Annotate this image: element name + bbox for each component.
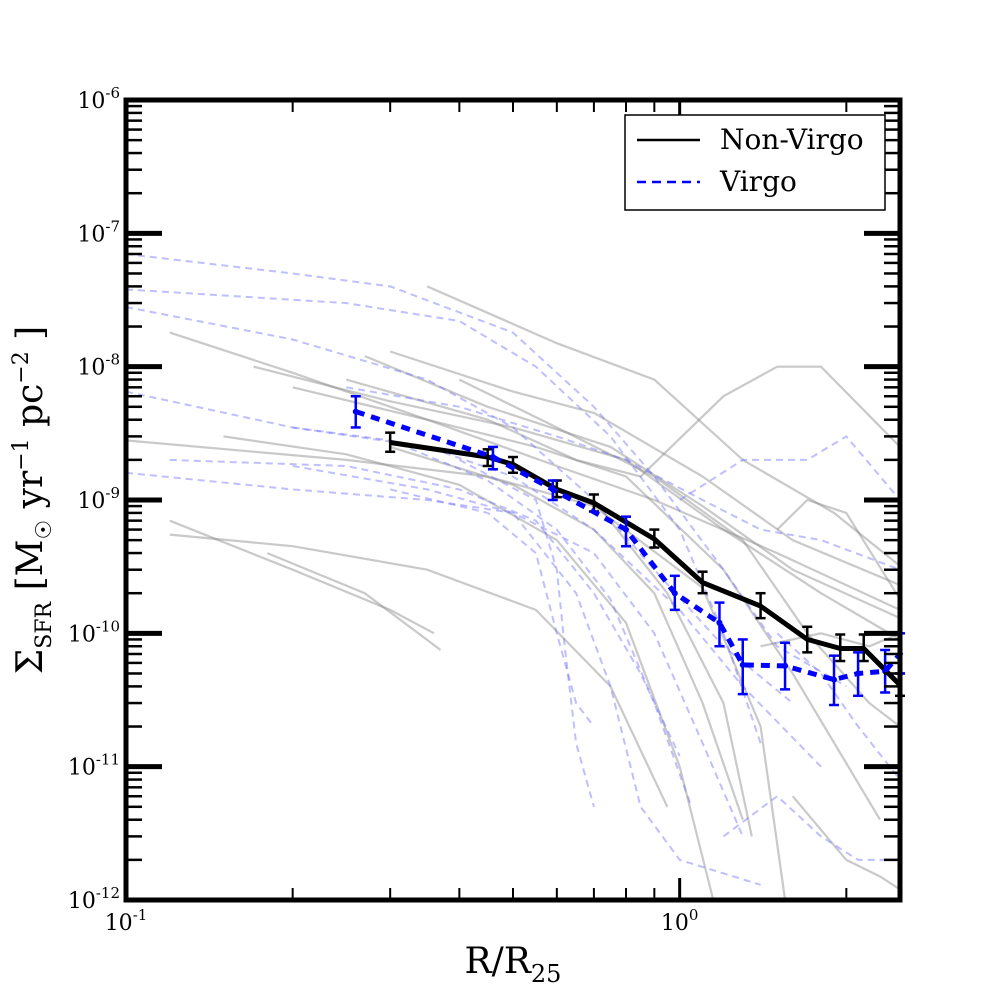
data-point-virgo [489, 454, 496, 461]
data-point-virgo [549, 486, 556, 493]
y-tick-label-base: 10 [77, 489, 105, 514]
legend-label-virgo: Virgo [719, 165, 797, 198]
background-profile-blue [722, 794, 900, 861]
background-profile-gray [389, 445, 744, 821]
background-profile-blue [125, 471, 744, 837]
background-profile-gray [266, 552, 442, 651]
y-tick-label-base: 10 [68, 622, 96, 647]
background-profile-blue [125, 306, 794, 704]
background-profile-gray [125, 439, 787, 901]
x-tick-label-base: 10 [661, 911, 689, 936]
background-profile-blue [292, 465, 761, 886]
data-point-virgo [623, 526, 630, 533]
y-tick-label-exp: -8 [105, 351, 120, 369]
background-profile-gray [169, 331, 901, 611]
y-axis-pc-exp: −2 [9, 351, 34, 383]
background-profile-gray [426, 285, 901, 567]
x-tick-label-base: 10 [105, 911, 133, 936]
y-tick-label: 10-7 [77, 217, 120, 247]
data-point-virgo [855, 670, 862, 677]
background-profile-blue [346, 386, 901, 571]
background-profile-blue [125, 253, 847, 688]
background-profile-gray [223, 435, 715, 901]
series-line-virgo [355, 409, 902, 683]
background-profile-gray [169, 533, 669, 808]
y-axis-sigma-sub: SFR [32, 600, 57, 648]
y-axis-sun: ☉ [32, 520, 57, 540]
data-point-virgo [671, 590, 678, 597]
x-tick-label-exp: -1 [133, 906, 148, 924]
y-tick-label: 10-12 [68, 884, 120, 914]
background-profile-gray [253, 365, 901, 641]
legend: Non-Virgo Virgo [624, 114, 886, 211]
background-profile-gray [458, 378, 901, 728]
x-axis-title-main: R/R [465, 941, 532, 982]
y-axis-open: [M [10, 540, 51, 602]
background-profile-gray [389, 350, 901, 587]
background-profile-blue [125, 288, 762, 744]
plot-frame [123, 97, 903, 903]
background-profile-gray [169, 519, 435, 635]
x-axis-title-sub: 25 [531, 960, 562, 988]
x-tick-label-exp: 0 [689, 906, 699, 924]
y-tick-label-base: 10 [68, 889, 96, 914]
background-profile-gray [364, 355, 901, 620]
x-axis-title: R/R25 [465, 941, 562, 988]
background-profile-blue [292, 426, 693, 808]
y-axis-pc: pc [10, 384, 51, 439]
y-axis-yr: yr [10, 470, 51, 520]
y-tick-label-exp: -6 [105, 84, 120, 102]
background-profile-gray [345, 365, 901, 478]
data-point-virgo [831, 676, 838, 683]
background-profile-gray [776, 498, 901, 600]
background-profile-blue [776, 632, 901, 781]
y-tick-label: 10-8 [77, 351, 120, 381]
y-tick-label-exp: -12 [96, 884, 120, 902]
x-tick-label: 10-1 [105, 906, 148, 936]
background-profile-blue [169, 458, 681, 757]
y-axis-title: ΣSFR [M☉ yr−1 pc−2 ] [9, 326, 57, 674]
y-tick-label: 10-6 [77, 84, 120, 114]
y-tick-label-exp: -7 [105, 217, 120, 235]
background-profiles [125, 253, 901, 901]
data-point-virgo [352, 408, 359, 415]
y-axis-yr-exp: −1 [9, 438, 34, 470]
y-tick-label-base: 10 [68, 756, 96, 781]
background-profile-blue [679, 435, 901, 501]
background-profile-blue [458, 459, 595, 808]
data-point-virgo [739, 661, 746, 668]
background-profile-blue [125, 390, 822, 768]
y-tick-label-base: 10 [77, 222, 105, 247]
y-tick-label: 10-9 [77, 484, 120, 514]
data-point-virgo [716, 619, 723, 626]
y-tick-label-base: 10 [77, 356, 105, 381]
data-point-virgo [782, 662, 789, 669]
y-tick-label-exp: -10 [96, 617, 120, 635]
y-tick-label: 10-11 [68, 751, 120, 781]
y-tick-label-exp: -11 [96, 751, 120, 769]
y-tick-label-exp: -9 [105, 484, 120, 502]
y-axis-close: ] [10, 326, 51, 352]
x-tick-label: 100 [661, 906, 699, 936]
legend-label-non-virgo: Non-Virgo [720, 123, 864, 156]
legend-box [624, 114, 886, 211]
background-profile-gray [791, 795, 901, 891]
background-profile-gray [292, 386, 881, 821]
series-layer [350, 394, 905, 707]
background-profile-blue [389, 488, 595, 728]
y-tick-label-base: 10 [77, 89, 105, 114]
y-axis-sigma: Σ [10, 649, 51, 674]
axis-ticks [124, 100, 900, 903]
y-tick-label: 10-10 [68, 617, 120, 647]
